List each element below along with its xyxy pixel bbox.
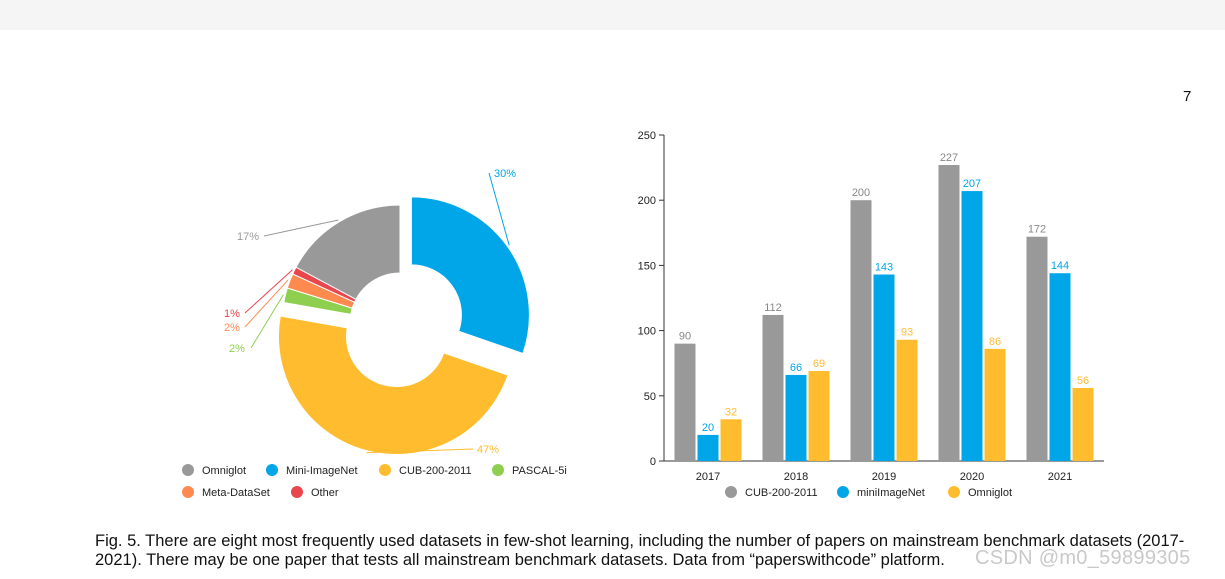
pie-label-cub-200-2011: 47%: [477, 444, 499, 456]
bar-chart: 0 50 100 150 200 250 2017 90 20 32 2018 112 66 69 2019…: [638, 130, 1104, 483]
pie-label-other: 1%: [224, 308, 240, 320]
bar-value-label: 56: [1077, 375, 1089, 387]
donut-legend: Omniglot Mini-ImageNet CUB-200-2011 PASCAL-…: [182, 464, 567, 499]
pie-label-pascal-5i: 2%: [229, 343, 245, 355]
legend-marker-cub-200-2011: [379, 464, 391, 476]
pie-label-meta-dataset: 2%: [224, 322, 240, 334]
legend-marker-cub-200-2011: [725, 486, 737, 498]
bar-legend: CUB-200-2011 miniImageNet Omniglot: [725, 486, 1012, 499]
x-tick-label: 2017: [696, 471, 720, 483]
bar-value-label: 69: [813, 358, 825, 370]
bar-omniglot-2021: [1072, 387, 1094, 461]
y-tick-label: 0: [650, 456, 656, 468]
bar-value-label: 172: [1028, 224, 1046, 236]
bar-miniimagenet-2017: [697, 434, 719, 461]
y-tick-label: 200: [638, 195, 656, 207]
legend-marker-omniglot: [948, 486, 960, 498]
legend-label-mini-imagenet: Mini-ImageNet: [286, 465, 358, 477]
leader-line-omniglot: [263, 219, 339, 237]
leader-line-pascal-5i: [250, 294, 284, 349]
bar-miniimagenet-2018: [785, 374, 807, 461]
leader-line-meta-dataset: [244, 279, 289, 328]
bar-cub-200-2011-2017: [674, 343, 696, 461]
bar-cub-200-2011-2018: [762, 314, 784, 461]
bar-omniglot-2018: [808, 371, 830, 461]
legend-marker-mini-imagenet: [266, 464, 278, 476]
x-tick-label: 2018: [784, 471, 808, 483]
pie-label-mini-imagenet: 30%: [494, 168, 516, 180]
legend-label-pascal-5i: PASCAL-5i: [512, 465, 567, 477]
legend-marker-pascal-5i: [492, 464, 504, 476]
x-tick-label: 2020: [960, 471, 984, 483]
bar-miniimagenet-2019: [873, 274, 895, 461]
bar-value-label: 112: [764, 302, 782, 314]
pie-label-omniglot: 17%: [237, 231, 259, 243]
donut-slice-other: [292, 266, 357, 303]
bar-omniglot-2017: [720, 419, 742, 461]
page-number: 7: [1183, 88, 1192, 105]
top-strip: [0, 0, 1225, 30]
bar-miniimagenet-2020: [961, 191, 983, 461]
legend-marker-other: [291, 486, 303, 498]
leader-line-cub-200-2011: [366, 448, 474, 454]
bar-value-label: 20: [702, 422, 714, 434]
bar-value-label: 207: [963, 178, 981, 190]
y-tick-label: 250: [638, 130, 656, 142]
bar-value-label: 227: [940, 152, 958, 164]
bar-omniglot-2020: [984, 348, 1006, 461]
figure-caption: Fig. 5. There are eight most frequently …: [95, 532, 1185, 569]
legend-marker-meta-dataset: [182, 486, 194, 498]
bar-value-label: 93: [901, 327, 913, 339]
legend-label-cub-200-2011: CUB-200-2011: [745, 487, 818, 499]
legend-marker-miniimagenet: [837, 486, 849, 498]
donut-slice-omniglot: [295, 204, 401, 301]
legend-label-meta-dataset: Meta-DataSet: [202, 487, 270, 499]
bar-omniglot-2019: [896, 339, 918, 461]
bar-cub-200-2011-2020: [938, 164, 960, 461]
leader-line-other: [244, 269, 293, 314]
legend-label-cub-200-2011: CUB-200-2011: [399, 465, 472, 477]
y-tick-label: 100: [638, 326, 656, 338]
legend-label-omniglot: Omniglot: [968, 487, 1012, 499]
legend-label-other: Other: [311, 487, 339, 499]
legend-label-omniglot: Omniglot: [202, 465, 246, 477]
bar-value-label: 200: [852, 187, 870, 199]
bar-miniimagenet-2021: [1049, 273, 1071, 461]
bar-value-label: 32: [725, 406, 737, 418]
y-tick-label: 150: [638, 260, 656, 272]
x-tick-label: 2019: [872, 471, 896, 483]
donut-slice-cub-200-2011: [278, 315, 509, 456]
watermark: CSDN @m0_59899305: [975, 547, 1191, 569]
bar-cub-200-2011-2021: [1026, 236, 1048, 461]
bar-value-label: 86: [989, 336, 1001, 348]
bar-value-label: 144: [1051, 260, 1069, 272]
bar-value-label: 143: [875, 262, 893, 274]
legend-label-miniimagenet: miniImageNet: [857, 487, 925, 499]
legend-marker-omniglot: [182, 464, 194, 476]
bar-value-label: 90: [679, 331, 691, 343]
bar-cub-200-2011-2019: [850, 200, 872, 461]
bar-value-label: 66: [790, 362, 802, 374]
x-tick-label: 2021: [1048, 471, 1072, 483]
y-tick-label: 50: [644, 391, 656, 403]
leader-line-mini-imagenet: [488, 172, 510, 246]
donut-slice-mini-imagenet: [410, 196, 530, 355]
donut-chart: 17% 30% 47% 2% 2% 1%: [224, 168, 530, 456]
